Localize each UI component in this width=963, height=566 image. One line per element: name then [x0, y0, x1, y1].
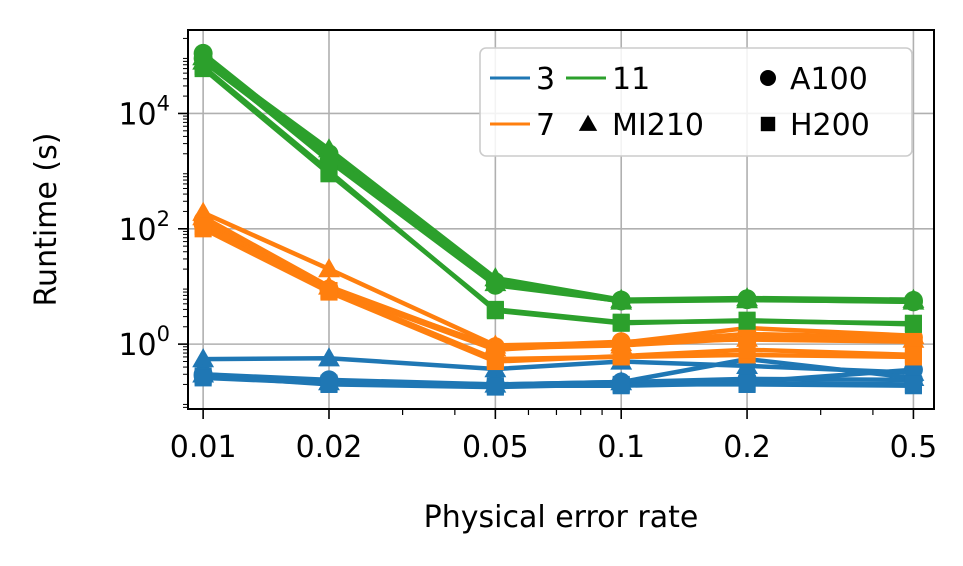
series-line: [203, 355, 914, 375]
data-point: [320, 283, 338, 301]
y-tick-label: 100: [118, 322, 170, 363]
data-point: [486, 302, 504, 320]
plot-frame: [187, 29, 935, 410]
legend-label-11: 11: [612, 62, 650, 97]
y-tick-label: 102: [118, 207, 170, 248]
legend-label-mi210: MI210: [612, 108, 704, 143]
data-point: [318, 145, 340, 165]
data-point: [612, 347, 630, 365]
series-d11-h200: [194, 58, 922, 333]
legend: 3 11 7 A100 MI210 H200: [479, 47, 913, 157]
x-tick-label: 0.05: [462, 430, 529, 465]
data-point: [902, 328, 925, 348]
y-axis-label: Runtime (s): [29, 133, 64, 307]
series-line: [202, 215, 914, 351]
data-point: [194, 220, 212, 238]
data-point: [904, 346, 922, 364]
data-point: [318, 258, 340, 278]
data-point: [904, 375, 922, 393]
data-point: [194, 58, 212, 76]
series-d11-mi210: [192, 50, 925, 310]
axes: [187, 29, 935, 410]
y-tick-base: 10: [118, 97, 156, 132]
data-point: [902, 290, 925, 310]
data-point: [486, 352, 504, 371]
x-tick-label: 0.5: [890, 430, 938, 465]
legend-label-3: 3: [536, 62, 555, 97]
series-line: [203, 375, 914, 388]
data-point: [738, 374, 756, 392]
data-point: [904, 315, 922, 333]
data-point: [320, 162, 338, 180]
data-point: [760, 116, 776, 132]
legend-label-a100: A100: [790, 62, 868, 97]
y-tick-exponent: 0: [157, 322, 170, 346]
data-point: [738, 311, 756, 329]
data-point: [612, 314, 630, 332]
data-point: [738, 341, 756, 359]
legend-label-h200: H200: [790, 108, 870, 143]
x-tick-label: 0.02: [296, 430, 363, 465]
data-point: [484, 272, 507, 292]
legend-label-7: 7: [536, 108, 555, 143]
series-line: [202, 226, 914, 364]
data-point: [760, 70, 776, 86]
x-tick-label: 0.01: [170, 430, 237, 465]
data-point: [320, 374, 338, 392]
data-point: [486, 377, 504, 395]
series-line: [201, 59, 914, 304]
data-point: [578, 114, 598, 131]
y-tick-base: 10: [118, 328, 156, 363]
data-point: [318, 347, 340, 367]
series-d7-h200: [194, 220, 922, 371]
data-point: [736, 289, 758, 309]
x-axis-label: Physical error rate: [424, 500, 699, 535]
data-point: [612, 377, 630, 395]
y-tick-label: 104: [118, 91, 170, 132]
data-point: [194, 369, 212, 387]
series-line: [201, 64, 914, 327]
y-tick-exponent: 4: [157, 91, 170, 115]
y-tick-exponent: 2: [157, 207, 170, 231]
data-point: [610, 290, 633, 310]
x-tick-label: 0.1: [597, 430, 645, 465]
x-tick-label: 0.2: [723, 430, 771, 465]
data-point: [192, 348, 215, 368]
y-tick-base: 10: [118, 213, 156, 248]
series-layer: [192, 43, 925, 396]
series-line: [202, 210, 914, 348]
series-d3-h200: [194, 369, 922, 395]
